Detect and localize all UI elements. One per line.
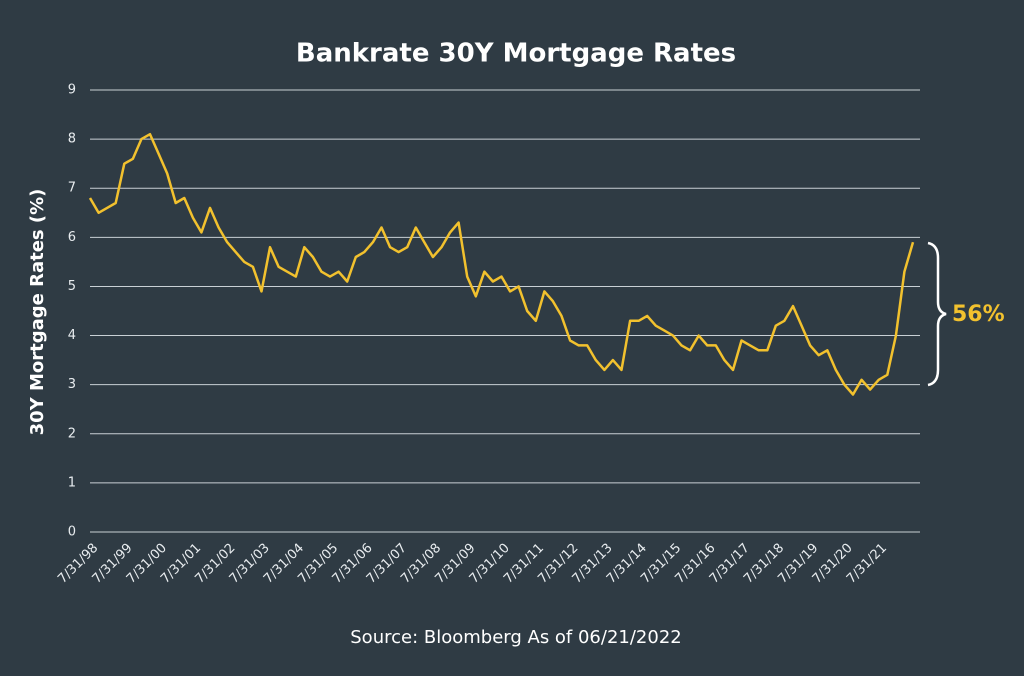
y-tick-label: 9 <box>68 83 76 98</box>
y-tick-label: 7 <box>68 181 76 196</box>
y-tick-label: 5 <box>68 279 76 294</box>
y-tick-label: 0 <box>68 525 76 540</box>
source-note: Source: Bloomberg As of 06/21/2022 <box>350 627 681 648</box>
y-tick-label: 8 <box>68 132 76 147</box>
y-tick-label: 3 <box>68 377 76 392</box>
y-tick-label: 2 <box>68 426 76 441</box>
y-tick-label: 6 <box>68 230 76 245</box>
y-tick-label: 4 <box>68 328 76 343</box>
annotation: 56% <box>952 302 1005 327</box>
y-axis-label: 30Y Mortgage Rates (%) <box>27 189 48 436</box>
brace <box>927 241 947 387</box>
data-line <box>88 132 915 396</box>
chart-title: Bankrate 30Y Mortgage Rates <box>296 39 736 69</box>
y-tick-label: 1 <box>68 475 76 490</box>
